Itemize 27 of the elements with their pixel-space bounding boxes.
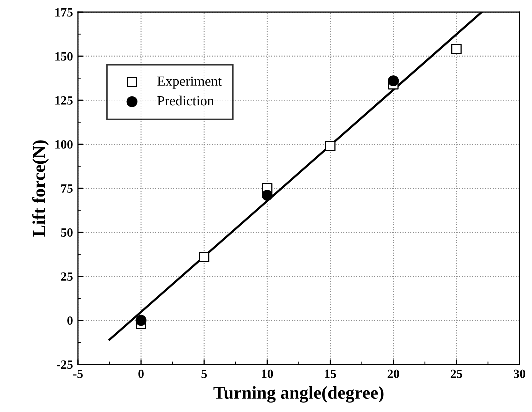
x-tick-label: 15 bbox=[325, 370, 336, 378]
y-tick-label: 100 bbox=[56, 140, 73, 149]
y-axis-title: Lift force(N) bbox=[32, 140, 50, 237]
point bbox=[325, 141, 336, 152]
point bbox=[388, 76, 400, 87]
y-tick-label: 125 bbox=[56, 96, 73, 105]
x-tick-label: 10 bbox=[262, 370, 274, 378]
point bbox=[262, 190, 273, 201]
y-tick-label: 0 bbox=[68, 316, 73, 326]
point bbox=[136, 315, 147, 326]
y-tick-label: 75 bbox=[62, 184, 73, 193]
x-tick-label: 30 bbox=[514, 370, 526, 378]
y-tick-label: 25 bbox=[61, 272, 73, 282]
x-axis-title: Turning angle(degree) bbox=[214, 386, 384, 403]
y-tick-label: 50 bbox=[61, 228, 73, 237]
x-tick-label: 0 bbox=[138, 370, 144, 378]
x-tick-label: 20 bbox=[388, 370, 400, 378]
point bbox=[451, 44, 462, 55]
x-tick-label: 25 bbox=[450, 370, 462, 378]
x-tick-label: -5 bbox=[73, 370, 83, 378]
legend-label: Experiment bbox=[158, 76, 222, 89]
y-tick-label: 175 bbox=[56, 8, 73, 17]
y-tick-label: -25 bbox=[57, 360, 73, 370]
legend-label: Prediction bbox=[158, 96, 214, 106]
y-tick-label: 150 bbox=[56, 52, 73, 61]
x-tick-label: 5 bbox=[202, 370, 208, 378]
point bbox=[199, 252, 210, 262]
